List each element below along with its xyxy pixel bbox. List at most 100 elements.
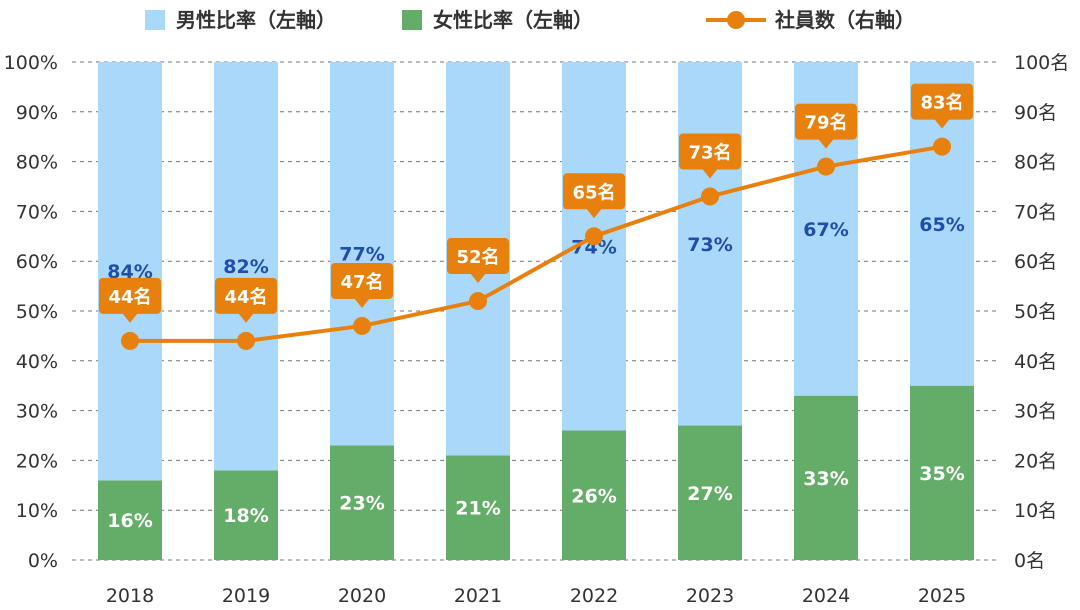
employee-point bbox=[701, 187, 719, 206]
x-axis-tick: 2025 bbox=[918, 585, 966, 607]
female-pct-label: 35% bbox=[919, 463, 964, 485]
bar-female bbox=[678, 425, 742, 560]
male-pct-label: 65% bbox=[919, 214, 964, 236]
employee-point bbox=[469, 292, 487, 311]
legend-male-swatch bbox=[145, 10, 165, 30]
employee-callout-pointer bbox=[586, 208, 602, 219]
employee-callout-pointer bbox=[354, 297, 370, 308]
employee-point bbox=[817, 157, 835, 176]
employee-point bbox=[353, 316, 371, 335]
right-axis-tick: 40名 bbox=[1014, 351, 1057, 373]
employee-count-label: 83名 bbox=[920, 92, 963, 114]
female-pct-label: 33% bbox=[803, 468, 848, 490]
employee-count-label: 73名 bbox=[688, 141, 731, 163]
employee-callout-pointer bbox=[470, 273, 486, 284]
x-axis-tick: 2019 bbox=[222, 585, 270, 607]
right-axis-tick: 60名 bbox=[1014, 251, 1057, 273]
employee-callout-box bbox=[911, 83, 973, 120]
bar-male bbox=[678, 62, 742, 426]
x-axis-tick: 2018 bbox=[106, 585, 154, 607]
bar-female bbox=[794, 395, 858, 560]
employee-point bbox=[237, 331, 255, 350]
right-axis-tick: 70名 bbox=[1014, 201, 1057, 223]
female-pct-label: 27% bbox=[687, 483, 732, 505]
legend-line-marker bbox=[727, 11, 745, 29]
bar-female bbox=[330, 445, 394, 560]
bar-male bbox=[330, 62, 394, 446]
male-pct-label: 73% bbox=[687, 234, 732, 256]
employee-callout-box bbox=[215, 277, 277, 314]
male-pct-label: 77% bbox=[339, 244, 384, 266]
left-axis-tick: 0% bbox=[28, 550, 58, 572]
employee-callout-pointer bbox=[702, 168, 718, 179]
x-axis-tick: 2022 bbox=[570, 585, 618, 607]
employee-count-label: 65名 bbox=[572, 181, 615, 203]
employee-point bbox=[585, 227, 603, 246]
employee-point bbox=[121, 331, 139, 350]
legend-female-label: 女性比率（左軸） bbox=[433, 8, 593, 32]
employee-callout-pointer bbox=[238, 312, 254, 323]
left-axis-tick: 50% bbox=[16, 301, 58, 323]
right-axis-tick: 0名 bbox=[1014, 550, 1045, 572]
employee-callout-box bbox=[99, 277, 161, 314]
gridlines bbox=[72, 61, 1000, 561]
right-axis-tick: 100名 bbox=[1014, 52, 1069, 74]
left-axis-tick: 30% bbox=[16, 401, 58, 423]
employee-point bbox=[933, 137, 951, 156]
left-axis-tick: 60% bbox=[16, 251, 58, 273]
legend-line-label: 社員数（右軸） bbox=[774, 8, 915, 32]
left-axis-tick: 10% bbox=[16, 500, 58, 522]
left-axis-tick: 90% bbox=[16, 102, 58, 124]
employee-count-label: 79名 bbox=[804, 112, 847, 134]
left-axis-tick: 40% bbox=[16, 351, 58, 373]
bar-female bbox=[214, 470, 278, 560]
legend: 男性比率（左軸） 女性比率（左軸） 社員数（右軸） bbox=[145, 8, 915, 32]
right-axis-tick: 50名 bbox=[1014, 301, 1057, 323]
male-pct-label: 84% bbox=[107, 261, 152, 283]
legend-female-swatch bbox=[402, 10, 422, 30]
right-axis-tick: 10名 bbox=[1014, 500, 1057, 522]
bar-female bbox=[910, 385, 974, 560]
employee-count-label: 52名 bbox=[456, 246, 499, 268]
male-pct-label: 67% bbox=[803, 219, 848, 241]
x-axis-tick: 2021 bbox=[454, 585, 502, 607]
female-pct-label: 16% bbox=[107, 510, 152, 532]
left-axis-tick: 100% bbox=[4, 52, 58, 74]
left-axis-tick: 70% bbox=[16, 201, 58, 223]
bar-female bbox=[446, 455, 510, 560]
female-pct-label: 18% bbox=[223, 505, 268, 527]
employee-callout-box bbox=[331, 262, 393, 299]
bar-male bbox=[98, 62, 162, 481]
female-pct-label: 21% bbox=[455, 498, 500, 520]
employee-count-label: 47名 bbox=[340, 271, 383, 293]
employee-callout-box bbox=[447, 238, 509, 275]
employee-line bbox=[130, 144, 943, 343]
bar-series: 16%84%18%82%23%77%21%79%26%74%27%73%33%6… bbox=[98, 62, 974, 560]
legend-male-label: 男性比率（左軸） bbox=[176, 8, 336, 32]
employee-callout-pointer bbox=[818, 138, 834, 149]
right-axis-tick: 80名 bbox=[1014, 152, 1057, 174]
female-pct-label: 23% bbox=[339, 493, 384, 515]
right-axis-tick: 30名 bbox=[1014, 401, 1057, 423]
bar-male bbox=[214, 62, 278, 471]
employee-callout-box bbox=[563, 173, 625, 210]
employee-line-series: 44名 44名 47名 52名 65名 73名 79名 83名 bbox=[99, 83, 973, 350]
axes: 0% 10% 20% 30% 40% 50% 60% 70% 80% 90% 100% 0名 10名 20… bbox=[4, 52, 1070, 607]
left-axis-tick: 80% bbox=[16, 152, 58, 174]
x-axis-tick: 2024 bbox=[802, 585, 850, 607]
x-axis-tick: 2020 bbox=[338, 585, 386, 607]
employee-count-label: 44名 bbox=[108, 286, 151, 308]
employee-callout-pointer bbox=[934, 118, 950, 129]
right-axis-tick: 90名 bbox=[1014, 102, 1057, 124]
male-pct-label: 82% bbox=[223, 256, 268, 278]
employee-callout-pointer bbox=[122, 312, 138, 323]
left-axis-tick: 20% bbox=[16, 450, 58, 472]
x-axis-tick: 2023 bbox=[686, 585, 734, 607]
bar-female bbox=[98, 480, 162, 560]
employee-count-label: 44名 bbox=[224, 286, 267, 308]
female-pct-label: 26% bbox=[571, 485, 616, 507]
bar-female bbox=[562, 430, 626, 560]
employee-callout-box bbox=[679, 133, 741, 170]
employee-callout-box bbox=[795, 103, 857, 140]
